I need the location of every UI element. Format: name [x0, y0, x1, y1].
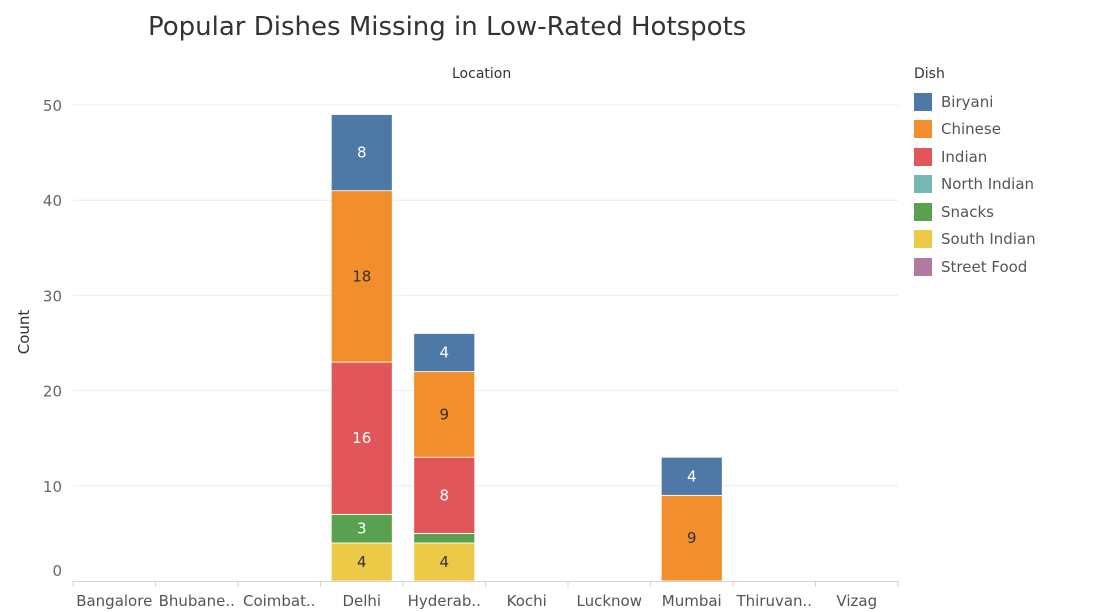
chart-title: Popular Dishes Missing in Low-Rated Hots… [148, 12, 747, 42]
legend-swatch [914, 120, 932, 139]
grid-lines [73, 104, 898, 487]
bar-segment-biryani[interactable] [413, 333, 476, 372]
legend-label: Chinese [941, 120, 1001, 139]
bar-segment-chinese[interactable] [330, 190, 393, 363]
bar-value-label: 4 [439, 344, 449, 362]
legend-swatch [914, 257, 932, 276]
legend-label: North Indian [941, 175, 1035, 194]
bar-value-label: 16 [352, 429, 371, 447]
y-tick-label: 10 [43, 478, 62, 496]
y-tick-label: 20 [43, 383, 62, 401]
y-tick-label: 40 [43, 192, 62, 210]
legend-item-biryani[interactable]: Biryani [914, 88, 1094, 116]
y-tick-label: 50 [43, 97, 62, 115]
x-tick-label: Mumbai [662, 592, 722, 610]
bar-value-label: 9 [439, 405, 449, 423]
legend-label: Biryani [941, 92, 994, 111]
legend-item-south-indian[interactable]: South Indian [914, 226, 1094, 254]
bar-segment-indian[interactable] [330, 361, 393, 515]
legend-swatch [914, 230, 932, 249]
x-tick-label: Bangalore [76, 592, 152, 610]
bar-value-label: 4 [687, 467, 697, 485]
legend-label: Indian [941, 147, 988, 166]
axes: 0 10 20 30 40 50 Bangalore Bhubane.. Coimbat.. De… [43, 97, 899, 610]
legend-item-street-food[interactable]: Street Food [914, 253, 1094, 281]
legend-label: South Indian [941, 230, 1036, 249]
legend-swatch [914, 202, 932, 221]
x-tick-label: Kochi [507, 592, 547, 610]
bar-segment-snacks[interactable] [413, 533, 476, 544]
bar-segment-biryani[interactable] [660, 456, 723, 496]
bar-value-label: 4 [439, 553, 449, 571]
y-tick-label: 0 [52, 562, 62, 580]
bar-value-label: 9 [687, 529, 697, 547]
bar-value-label: 3 [357, 520, 367, 538]
x-axis-label: Location [452, 66, 512, 82]
legend-label: Street Food [941, 257, 1028, 276]
legend-swatch [914, 147, 932, 166]
bars [330, 114, 723, 582]
x-tick-label: Hyderab.. [408, 592, 481, 610]
bar-labels: 4 4 3 16 8 18 9 9 8 4 4 [352, 144, 696, 571]
x-tick-label: Vizag [836, 592, 877, 610]
bar-segment-chinese[interactable] [660, 494, 723, 582]
bar-value-label: 8 [439, 486, 449, 504]
bar-value-label: 18 [352, 267, 371, 285]
legend-title: Dish [914, 66, 945, 82]
legend-swatch [914, 175, 932, 194]
legend-item-snacks[interactable]: Snacks [914, 198, 1094, 226]
bar-value-label: 4 [357, 553, 367, 571]
legend-item-indian[interactable]: Indian [914, 143, 1094, 171]
x-tick-label: Thiruvan.. [735, 592, 812, 610]
bar-segment-chinese[interactable] [413, 371, 476, 458]
bar-segment-south-indian[interactable] [413, 542, 476, 582]
bar-segment-biryani[interactable] [330, 114, 393, 192]
legend-swatch [914, 92, 932, 111]
bar-segment-indian[interactable] [413, 456, 476, 534]
legend-item-north-indian[interactable]: North Indian [914, 171, 1094, 199]
y-tick-label: 30 [43, 287, 62, 305]
x-tick-label: Coimbat.. [243, 592, 316, 610]
chart-plot-area: 4 4 3 16 8 18 9 9 8 4 4 0 10 20 30 40 50 Bangalore Bhuban… [43, 97, 899, 610]
bar-segment-snacks[interactable] [330, 513, 393, 544]
legend-item-chinese[interactable]: Chinese [914, 116, 1094, 144]
legend-items: Biryani Chinese Indian North Indian Snacks So… [914, 88, 1094, 281]
x-tick-label: Delhi [342, 592, 381, 610]
legend-label: Snacks [941, 202, 994, 221]
x-tick-label: Bhubane.. [159, 592, 235, 610]
bar-value-label: 8 [357, 144, 367, 162]
legend: Dish Biryani Chinese Indian North Indian Sna… [914, 66, 1094, 281]
x-tick-label: Lucknow [577, 592, 643, 610]
